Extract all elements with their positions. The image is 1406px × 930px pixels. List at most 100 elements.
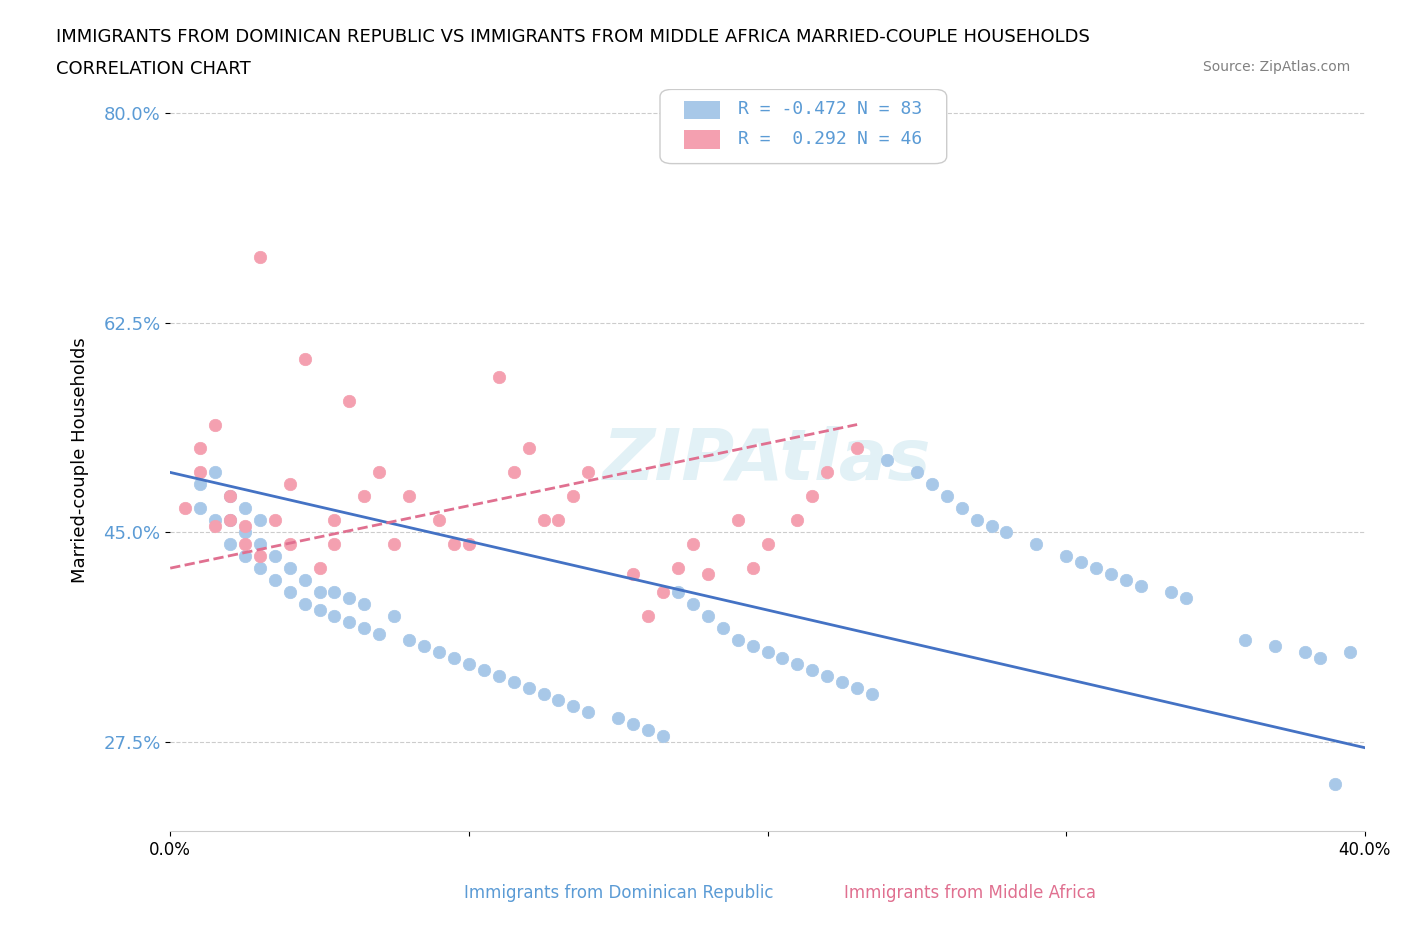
Point (921, 477, 943, 492)
Point (652, 728, 675, 743)
Point (1309, 650, 1331, 665)
Point (1234, 632, 1257, 647)
Point (233, 519, 256, 534)
Point (772, 650, 794, 665)
Point (413, 639, 436, 654)
Point (860, 686, 883, 701)
Point (294, 597, 316, 612)
Point (368, 465, 391, 480)
Point (233, 549, 256, 564)
Point (1160, 585, 1182, 600)
Point (249, 249, 271, 264)
Point (219, 512, 242, 527)
Text: N = 46: N = 46 (858, 130, 922, 148)
Point (666, 561, 689, 576)
Point (502, 465, 524, 480)
Point (308, 561, 330, 576)
Point (517, 441, 540, 456)
Point (727, 512, 749, 527)
Point (533, 512, 555, 527)
Point (1264, 639, 1286, 654)
Point (1174, 591, 1197, 605)
Text: N = 83: N = 83 (858, 100, 922, 118)
Point (188, 441, 211, 456)
FancyBboxPatch shape (683, 130, 720, 149)
Point (846, 681, 869, 696)
Point (1115, 573, 1137, 588)
Point (263, 512, 285, 527)
Point (249, 549, 271, 564)
Point (1085, 561, 1108, 576)
Point (950, 501, 973, 516)
Point (801, 662, 824, 677)
FancyBboxPatch shape (683, 100, 720, 119)
Point (831, 674, 853, 689)
Point (741, 561, 763, 576)
FancyBboxPatch shape (851, 884, 887, 902)
Text: Immigrants from Middle Africa: Immigrants from Middle Africa (844, 884, 1097, 902)
Point (249, 537, 271, 551)
Text: ZIPAtlas: ZIPAtlas (603, 426, 932, 495)
Point (353, 620, 375, 635)
Point (457, 537, 479, 551)
Point (219, 512, 242, 527)
Point (533, 686, 555, 701)
Point (339, 615, 361, 630)
Point (323, 608, 346, 623)
Point (1070, 554, 1092, 569)
Point (323, 585, 346, 600)
Point (188, 501, 211, 516)
Point (576, 704, 599, 719)
Point (263, 573, 285, 588)
Point (427, 512, 450, 527)
Point (1054, 549, 1077, 564)
Point (876, 453, 898, 468)
Point (547, 512, 569, 527)
Point (562, 698, 585, 713)
Point (488, 669, 510, 684)
Point (308, 603, 330, 618)
Point (398, 489, 420, 504)
Point (727, 632, 749, 647)
Point (696, 608, 718, 623)
Point (174, 501, 197, 516)
Point (219, 489, 242, 504)
Point (353, 597, 375, 612)
Point (204, 465, 226, 480)
Text: CORRELATION CHART: CORRELATION CHART (56, 60, 252, 78)
Point (443, 537, 465, 551)
Point (294, 573, 316, 588)
Point (756, 537, 779, 551)
Point (741, 639, 763, 654)
Point (339, 591, 361, 605)
Point (382, 537, 405, 551)
Point (443, 650, 465, 665)
Point (427, 644, 450, 659)
Point (966, 512, 988, 527)
Point (219, 537, 242, 551)
Point (786, 657, 808, 671)
Point (637, 608, 659, 623)
Point (204, 417, 226, 432)
Point (188, 465, 211, 480)
Point (233, 501, 256, 516)
Point (935, 489, 957, 504)
FancyBboxPatch shape (659, 89, 946, 164)
Text: IMMIGRANTS FROM DOMINICAN REPUBLIC VS IMMIGRANTS FROM MIDDLE AFRICA MARRIED-COUP: IMMIGRANTS FROM DOMINICAN REPUBLIC VS IM… (56, 28, 1090, 46)
Point (1339, 644, 1361, 659)
Point (1129, 578, 1152, 593)
Point (682, 537, 704, 551)
Point (398, 632, 420, 647)
Text: R = -0.472: R = -0.472 (738, 100, 846, 118)
Point (323, 537, 346, 551)
Point (323, 512, 346, 527)
Point (1323, 777, 1346, 791)
Point (472, 662, 495, 677)
Point (308, 585, 330, 600)
Point (368, 627, 391, 642)
Point (801, 489, 824, 504)
Point (278, 561, 301, 576)
Point (576, 465, 599, 480)
Point (607, 711, 630, 725)
Point (249, 512, 271, 527)
